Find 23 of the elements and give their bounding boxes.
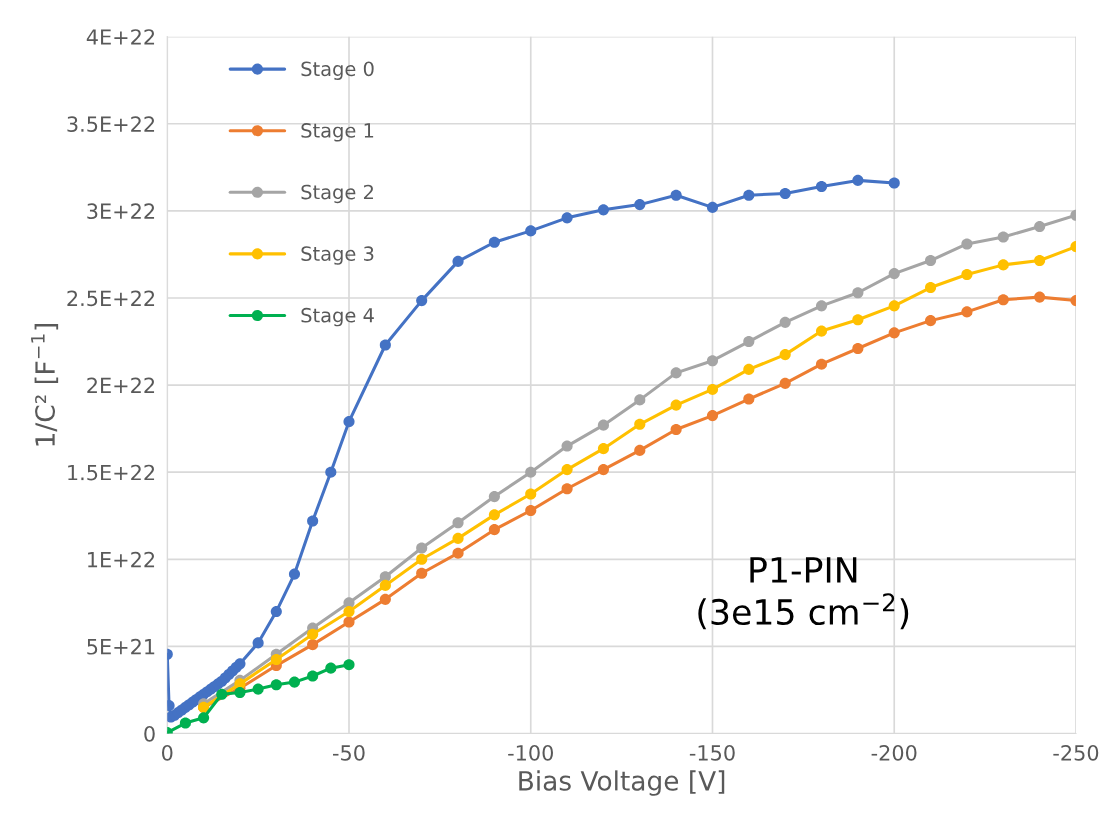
x-tick-label: -150 — [689, 744, 735, 761]
x-tick-label: -250 — [1053, 744, 1099, 761]
annotation: P1-PIN (3e15 cm$^{−2}$) — [698, 557, 909, 630]
legend-label: Stage 3 — [301, 246, 374, 265]
legend-label: Stage 0 — [301, 61, 374, 80]
y-tick-label: 5E+21 — [87, 638, 155, 655]
legend-label: Stage 4 — [301, 307, 374, 327]
y-tick-label: 2.5E+22 — [67, 290, 155, 307]
x-tick-label: -50 — [333, 744, 365, 761]
y-tick-label: 1.5E+22 — [68, 464, 155, 481]
x-tick-label: -100 — [508, 744, 553, 761]
y-tick-label: 2E+22 — [87, 377, 155, 393]
legend-label: Stage 1 — [301, 123, 374, 142]
x-tick-label: -200 — [871, 744, 917, 761]
x-axis-title: Bias Voltage [V] — [519, 770, 725, 796]
x-tick-label: 0 — [162, 744, 173, 761]
y-tick-label: 3E+22 — [87, 203, 155, 220]
y-axis-title: 1/C² [F$^{−1}$] — [31, 324, 59, 446]
y-tick-label: 0 — [144, 725, 155, 742]
y-tick-label: 3.5E+22 — [67, 116, 155, 132]
legend-label: Stage 2 — [301, 184, 373, 204]
y-tick-label: 1E+22 — [88, 551, 155, 568]
y-tick-label: 4E+22 — [86, 29, 155, 45]
